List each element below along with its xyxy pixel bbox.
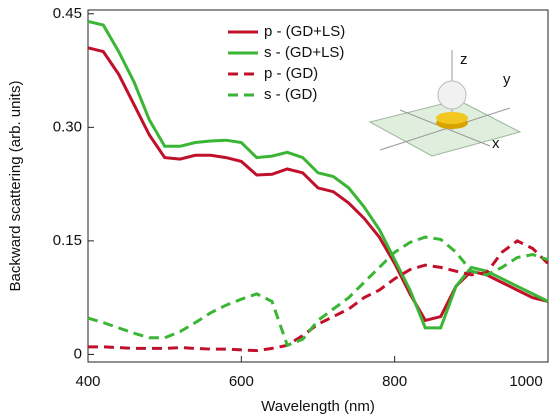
series-line bbox=[87, 46, 549, 323]
x-axis-label: Wavelength (nm) bbox=[261, 398, 375, 415]
y-tick-label: 0.30 bbox=[53, 118, 82, 135]
series-line bbox=[87, 19, 549, 330]
inset-label: z bbox=[460, 51, 468, 68]
y-tick-label: 0.45 bbox=[53, 5, 82, 22]
y-tick-label: 0.15 bbox=[53, 232, 82, 249]
x-tick-label: 600 bbox=[229, 373, 254, 390]
y-tick-label: 0 bbox=[74, 345, 82, 362]
y-axis-label: Backward scattering (arb. units) bbox=[7, 81, 24, 292]
plot-frame bbox=[87, 9, 549, 363]
legend-label: s - (GD+LS) bbox=[264, 44, 344, 61]
inset-axis bbox=[379, 107, 511, 151]
x-tick-label: 800 bbox=[382, 373, 407, 390]
series-line bbox=[87, 235, 549, 348]
inset-sphere bbox=[437, 80, 467, 110]
inset: z y x bbox=[368, 50, 522, 157]
series-line bbox=[88, 239, 550, 353]
legend-label: p - (GD+LS) bbox=[264, 23, 345, 40]
inset-disk bbox=[436, 112, 468, 124]
x-tick-label: 400 bbox=[75, 373, 100, 390]
x-tick-label: 1000 bbox=[509, 373, 542, 390]
inset-label: y bbox=[503, 71, 511, 88]
inset-label: x bbox=[492, 135, 500, 152]
legend-label: s - (GD) bbox=[264, 86, 317, 103]
legend-label: p - (GD) bbox=[264, 65, 318, 82]
